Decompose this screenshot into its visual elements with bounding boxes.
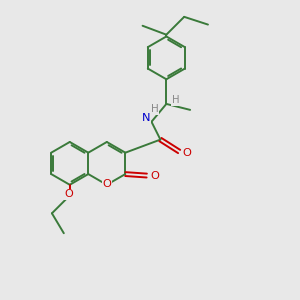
Text: H: H (172, 95, 179, 105)
Text: O: O (102, 178, 111, 189)
Text: O: O (151, 171, 160, 181)
Text: N: N (142, 113, 150, 123)
Text: O: O (182, 148, 191, 158)
Text: H: H (151, 104, 158, 114)
Text: O: O (65, 189, 74, 199)
